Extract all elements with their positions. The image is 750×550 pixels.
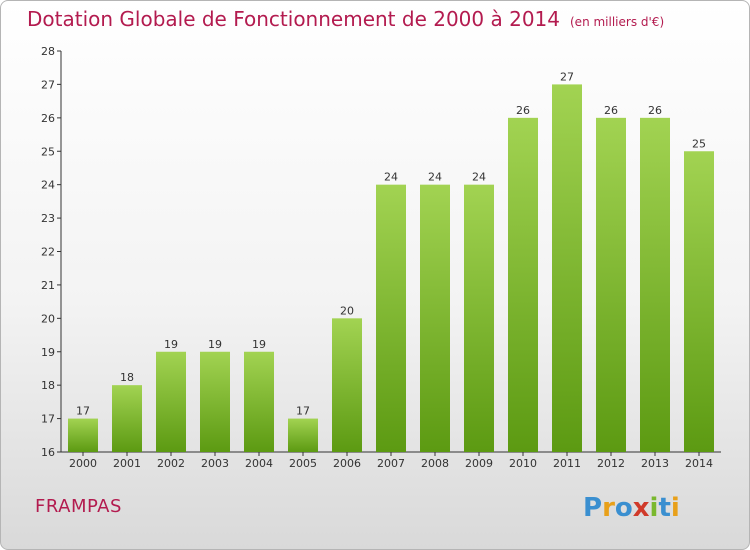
bar-2014: [684, 151, 714, 452]
bars-group: [68, 84, 714, 453]
x-tick-label-2003: 2003: [201, 457, 229, 470]
data-label-2005: 17: [296, 405, 310, 418]
commune-name: FRAMPAS: [35, 496, 122, 517]
bar-2012: [596, 117, 626, 452]
bar-2008: [420, 184, 450, 452]
x-tick-label-2004: 2004: [245, 457, 273, 470]
bar-2000: [68, 418, 98, 452]
data-label-2007: 24: [384, 171, 398, 184]
x-tick-label-2002: 2002: [157, 457, 185, 470]
y-tick-label: 17: [41, 413, 55, 426]
y-tick-label: 23: [41, 212, 55, 225]
x-tick-label-2011: 2011: [553, 457, 581, 470]
data-label-2000: 17: [76, 405, 90, 418]
bar-2013: [640, 117, 670, 452]
bar-2007: [376, 184, 406, 452]
y-tick-label: 28: [41, 45, 55, 58]
bar-2004: [244, 351, 274, 452]
y-tick-label: 19: [41, 346, 55, 359]
data-label-2010: 26: [516, 104, 530, 117]
chart-unit: (en milliers d'€): [570, 15, 665, 29]
y-tick-label: 21: [41, 279, 55, 292]
x-tick-label-2006: 2006: [333, 457, 361, 470]
data-label-2002: 19: [164, 338, 178, 351]
y-tick-label: 16: [41, 446, 55, 459]
x-tick-label-2012: 2012: [597, 457, 625, 470]
x-tick-label-2013: 2013: [641, 457, 669, 470]
y-tick-label: 27: [41, 78, 55, 91]
x-axis: 2000 2001 2002 2003 2004 2005 2006 2007 2008 2009…: [61, 451, 721, 470]
svg-text:Proxiti: Proxiti: [583, 493, 680, 523]
y-axis: 16 17 18 19 20 21 22 23 24 25 26 27 28: [41, 45, 62, 459]
data-label-2008: 24: [428, 171, 442, 184]
data-label-2011: 27: [560, 70, 574, 83]
y-tick-label: 22: [41, 246, 55, 259]
data-label-2004: 19: [252, 338, 266, 351]
x-tick-label-2001: 2001: [113, 457, 141, 470]
data-label-2013: 26: [648, 104, 662, 117]
x-tick-label-2008: 2008: [421, 457, 449, 470]
data-labels-group: 17 18 19 19 19 17 20 24 24 24 26 27 26 26 25: [76, 70, 706, 417]
x-tick-label-2000: 2000: [69, 457, 97, 470]
data-label-2003: 19: [208, 338, 222, 351]
bar-2005: [288, 418, 318, 452]
y-tick-label: 24: [41, 179, 55, 192]
y-tick-label: 18: [41, 379, 55, 392]
chart-title: Dotation Globale de Fonctionnement de 20…: [27, 7, 664, 31]
proxiti-logo: Proxiti: [583, 493, 680, 523]
data-label-2012: 26: [604, 104, 618, 117]
x-tick-label-2005: 2005: [289, 457, 317, 470]
x-tick-label-2009: 2009: [465, 457, 493, 470]
bar-2002: [156, 351, 186, 452]
bar-2006: [332, 318, 362, 452]
y-tick-label: 26: [41, 112, 55, 125]
data-label-2001: 18: [120, 371, 134, 384]
y-tick-label: 20: [41, 312, 55, 325]
bar-2001: [112, 385, 142, 452]
y-tick-label: 25: [41, 145, 55, 158]
bar-2003: [200, 351, 230, 452]
bar-2009: [464, 184, 494, 452]
x-tick-label-2007: 2007: [377, 457, 405, 470]
data-label-2014: 25: [692, 137, 706, 150]
data-label-2006: 20: [340, 304, 354, 317]
bar-2010: [508, 117, 538, 452]
x-tick-label-2014: 2014: [685, 457, 713, 470]
data-label-2009: 24: [472, 171, 486, 184]
bar-2011: [552, 84, 582, 453]
chart-title-text: Dotation Globale de Fonctionnement de 20…: [27, 7, 560, 31]
x-tick-label-2010: 2010: [509, 457, 537, 470]
